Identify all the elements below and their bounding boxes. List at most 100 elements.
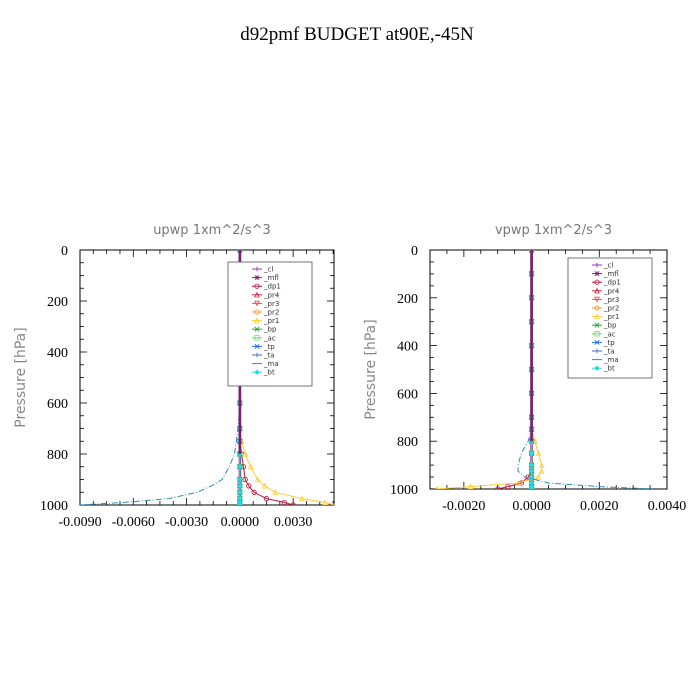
y-axis-label: Pressure [hPa] [13,327,29,427]
series-point-dp1 [290,502,296,505]
series-line-pr1 [436,250,543,489]
legend-box [227,261,313,387]
series-point-dp1 [246,483,252,489]
legend-entry: _pr3 [263,300,279,308]
series-point-dp1 [281,499,287,505]
series-point-pr1 [538,467,545,474]
legend-marker [594,339,600,345]
x-tick-label: -0.0020 [442,499,485,514]
legend-entry: _pr2 [603,305,619,313]
y-tick-label: 400 [47,346,68,361]
y-tick-label: 400 [397,340,418,355]
legend-marker [254,309,260,315]
series-point-bt [528,450,535,456]
legend-entry: _cl [603,262,613,270]
series-point-bt [237,502,243,505]
x-tick-label: 0.0000 [512,499,551,514]
y-tick-label: 0 [411,244,418,259]
y-tick-label: 1000 [390,483,418,498]
legend-marker [594,348,600,354]
x-tick-label: 0.0030 [274,515,313,530]
series-point-pr1 [247,463,254,470]
x-tick-label: -0.0030 [165,515,208,530]
y-tick-label: 600 [397,387,418,402]
legend-entry: _bt [603,365,615,373]
legend-marker [594,305,600,311]
legend-entry: _pr1 [263,317,279,325]
series-point-dp1 [251,489,257,495]
legend-marker [594,279,600,285]
x-tick-label: 0.0020 [580,499,619,514]
legend-entry: _pr4 [603,287,620,295]
series-point-bt [528,480,535,486]
series-point-dp1 [495,486,501,489]
legend-marker [254,291,260,298]
legend-entry: _dp1 [263,283,281,291]
y-axis-label: Pressure [hPa] [363,319,379,419]
legend-entry: _ma [263,360,279,368]
series-point-pr1 [261,482,268,489]
series-point-pr1 [242,450,249,457]
series-point-bt [237,476,243,483]
legend-marker [594,262,600,268]
legend-box [567,257,653,379]
legend-entry: _tp [263,343,275,351]
legend-marker [254,335,260,341]
legend-marker [594,331,600,337]
series-point-bt [237,495,243,502]
legend-marker [254,352,260,358]
legend-marker [254,369,260,375]
y-tick-label: 200 [47,295,68,310]
series-point-pr1 [272,489,279,495]
y-tick-label: 600 [47,397,68,412]
legend-marker [254,317,260,324]
legend-entry: _pr1 [603,313,619,321]
legend-marker [594,313,600,320]
legend-marker [254,343,260,349]
legend-entry: _cl [263,266,273,274]
series-point-bt [528,474,535,480]
series-point-tp [237,250,243,253]
legend-entry: _ac [603,330,616,338]
legend-marker [594,287,600,294]
panel-title: vpwp 1xm^2/s^3 [495,223,612,238]
series-point-bt [528,468,535,474]
series-point-tp [529,250,535,253]
series-point-bt [237,489,243,495]
upwp-panel: upwp 1xm^2/s^3 Pressure [hPa] 0 200 400 600 80… [13,223,335,530]
legend-marker [254,275,260,281]
y-tick-label: 200 [397,292,418,307]
series-point-pr1 [322,499,328,505]
series-point-pr1 [538,462,545,468]
series-line-dp1 [497,250,533,489]
series-point-dp1 [505,484,511,489]
y-tick-label: 800 [397,435,418,450]
vpwp-panel: vpwp 1xm^2/s^3 Pressure [hPa] 0 200 400 600 80… [363,223,686,514]
x-tick-label: 0.0000 [221,515,260,530]
panel-title: upwp 1xm^2/s^3 [153,223,271,238]
series-line-ma [80,250,241,505]
figure-title: d92pmf BUDGET at90E,-45N [240,24,474,45]
series-point-bt [528,462,535,468]
series-point-pr1 [515,479,521,486]
legend-entry: _ac [263,334,276,342]
legend-marker [594,296,600,303]
legend-entry: _bp [603,322,617,330]
series-point-bt [237,483,243,489]
legend-entry: _bp [263,326,277,334]
series-point-dp1 [263,496,270,502]
legend-entry: _pr3 [603,296,619,304]
legend-entry: _bt [263,369,275,377]
series-point-pr1 [299,495,305,502]
legend-entry: _ta [263,352,275,360]
legend-marker [594,271,600,277]
legend-marker [254,266,260,272]
y-tick-label: 1000 [40,499,68,514]
legend-entry: _ta [603,348,615,356]
series-point-pr1 [535,473,542,480]
series-point-bt [237,464,243,470]
series-point-bt [528,486,535,489]
y-tick-label: 800 [47,448,68,463]
legend-entry: _tp [603,339,615,347]
legend-entry: _pr4 [263,291,280,299]
